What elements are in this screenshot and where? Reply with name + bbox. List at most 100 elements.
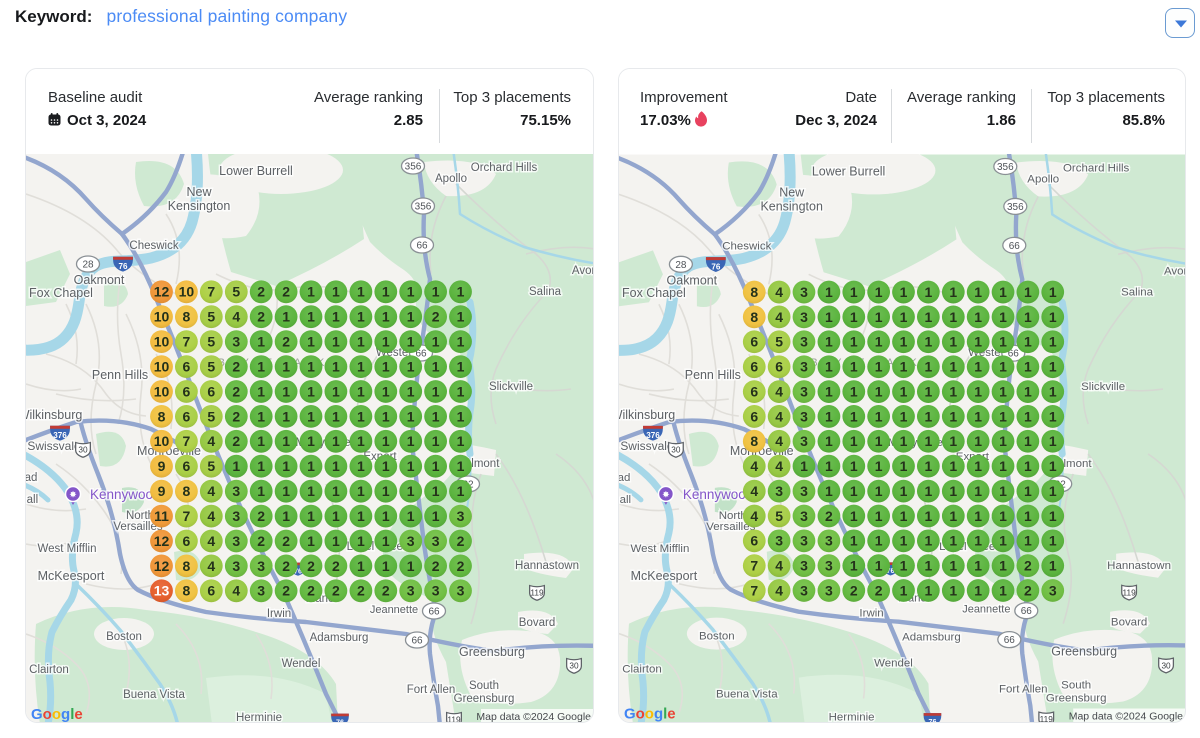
svg-text:1: 1 [900, 284, 908, 300]
svg-text:1: 1 [949, 408, 957, 424]
svg-text:4: 4 [232, 309, 240, 325]
svg-text:5: 5 [232, 284, 240, 300]
svg-text:1: 1 [825, 483, 833, 499]
svg-text:5: 5 [207, 359, 215, 375]
svg-text:1: 1 [332, 334, 340, 350]
svg-text:2: 2 [875, 582, 883, 598]
svg-text:1: 1 [1049, 359, 1057, 375]
svg-text:1: 1 [282, 408, 290, 424]
svg-text:1: 1 [900, 408, 908, 424]
svg-text:1: 1 [1024, 458, 1032, 474]
svg-text:4: 4 [775, 284, 783, 300]
svg-text:5: 5 [207, 309, 215, 325]
svg-text:2: 2 [257, 309, 265, 325]
svg-text:4: 4 [207, 483, 215, 499]
svg-text:3: 3 [407, 533, 415, 549]
svg-text:8: 8 [750, 309, 758, 325]
svg-text:1: 1 [999, 508, 1007, 524]
svg-text:1: 1 [282, 483, 290, 499]
svg-text:3: 3 [257, 558, 265, 574]
svg-text:1: 1 [407, 284, 415, 300]
svg-text:2: 2 [282, 583, 290, 599]
svg-text:1: 1 [332, 433, 340, 449]
svg-text:1: 1 [407, 433, 415, 449]
svg-text:1: 1 [382, 309, 390, 325]
svg-text:1: 1 [432, 359, 440, 375]
svg-text:1: 1 [875, 483, 883, 499]
svg-text:1: 1 [999, 433, 1007, 449]
svg-text:1: 1 [900, 582, 908, 598]
svg-text:1: 1 [974, 483, 982, 499]
svg-text:4: 4 [775, 383, 783, 399]
svg-text:1: 1 [457, 458, 465, 474]
svg-text:1: 1 [924, 284, 932, 300]
svg-text:1: 1 [900, 433, 908, 449]
svg-text:4: 4 [775, 458, 783, 474]
svg-text:1: 1 [382, 383, 390, 399]
svg-text:1: 1 [825, 284, 833, 300]
svg-text:6: 6 [183, 458, 191, 474]
svg-text:1: 1 [357, 458, 365, 474]
svg-text:3: 3 [1049, 582, 1057, 598]
svg-text:3: 3 [800, 582, 808, 598]
svg-text:12: 12 [154, 533, 170, 549]
svg-text:1: 1 [999, 558, 1007, 574]
svg-text:1: 1 [924, 334, 932, 350]
svg-text:1: 1 [1049, 533, 1057, 549]
svg-text:1: 1 [1024, 284, 1032, 300]
svg-text:1: 1 [999, 458, 1007, 474]
svg-text:1: 1 [332, 309, 340, 325]
svg-text:2: 2 [357, 583, 365, 599]
svg-text:4: 4 [750, 458, 758, 474]
svg-text:3: 3 [232, 334, 240, 350]
svg-text:1: 1 [924, 483, 932, 499]
svg-text:8: 8 [750, 433, 758, 449]
svg-text:8: 8 [183, 558, 191, 574]
svg-text:3: 3 [407, 583, 415, 599]
svg-text:1: 1 [875, 533, 883, 549]
svg-text:1: 1 [257, 483, 265, 499]
svg-text:5: 5 [207, 334, 215, 350]
svg-text:1: 1 [900, 309, 908, 325]
svg-text:1: 1 [282, 309, 290, 325]
svg-text:10: 10 [154, 334, 170, 350]
svg-text:1: 1 [1049, 558, 1057, 574]
svg-text:2: 2 [282, 533, 290, 549]
svg-text:1: 1 [257, 383, 265, 399]
svg-text:1: 1 [974, 383, 982, 399]
svg-text:1: 1 [875, 284, 883, 300]
svg-text:1: 1 [1049, 334, 1057, 350]
svg-text:1: 1 [1024, 508, 1032, 524]
svg-text:1: 1 [825, 433, 833, 449]
svg-text:2: 2 [457, 558, 465, 574]
svg-text:1: 1 [382, 359, 390, 375]
svg-text:2: 2 [432, 309, 440, 325]
svg-text:3: 3 [825, 582, 833, 598]
svg-text:1: 1 [332, 533, 340, 549]
svg-text:1: 1 [974, 309, 982, 325]
svg-text:1: 1 [282, 359, 290, 375]
svg-text:1: 1 [382, 334, 390, 350]
svg-text:Google: Google [624, 706, 676, 723]
svg-text:1: 1 [825, 408, 833, 424]
svg-text:1: 1 [825, 334, 833, 350]
svg-text:1: 1 [407, 508, 415, 524]
svg-text:1: 1 [457, 383, 465, 399]
svg-text:3: 3 [257, 583, 265, 599]
svg-text:1: 1 [850, 408, 858, 424]
svg-text:3: 3 [775, 533, 783, 549]
svg-text:1: 1 [282, 433, 290, 449]
svg-text:1: 1 [974, 458, 982, 474]
svg-text:3: 3 [775, 483, 783, 499]
svg-text:1: 1 [357, 483, 365, 499]
svg-text:1: 1 [1049, 408, 1057, 424]
svg-text:2: 2 [307, 558, 315, 574]
svg-text:1: 1 [1024, 309, 1032, 325]
svg-text:1: 1 [382, 508, 390, 524]
svg-text:1: 1 [332, 359, 340, 375]
svg-text:12: 12 [154, 558, 170, 574]
svg-text:1: 1 [432, 284, 440, 300]
svg-text:6: 6 [183, 408, 191, 424]
svg-text:2: 2 [282, 284, 290, 300]
svg-text:1: 1 [999, 309, 1007, 325]
